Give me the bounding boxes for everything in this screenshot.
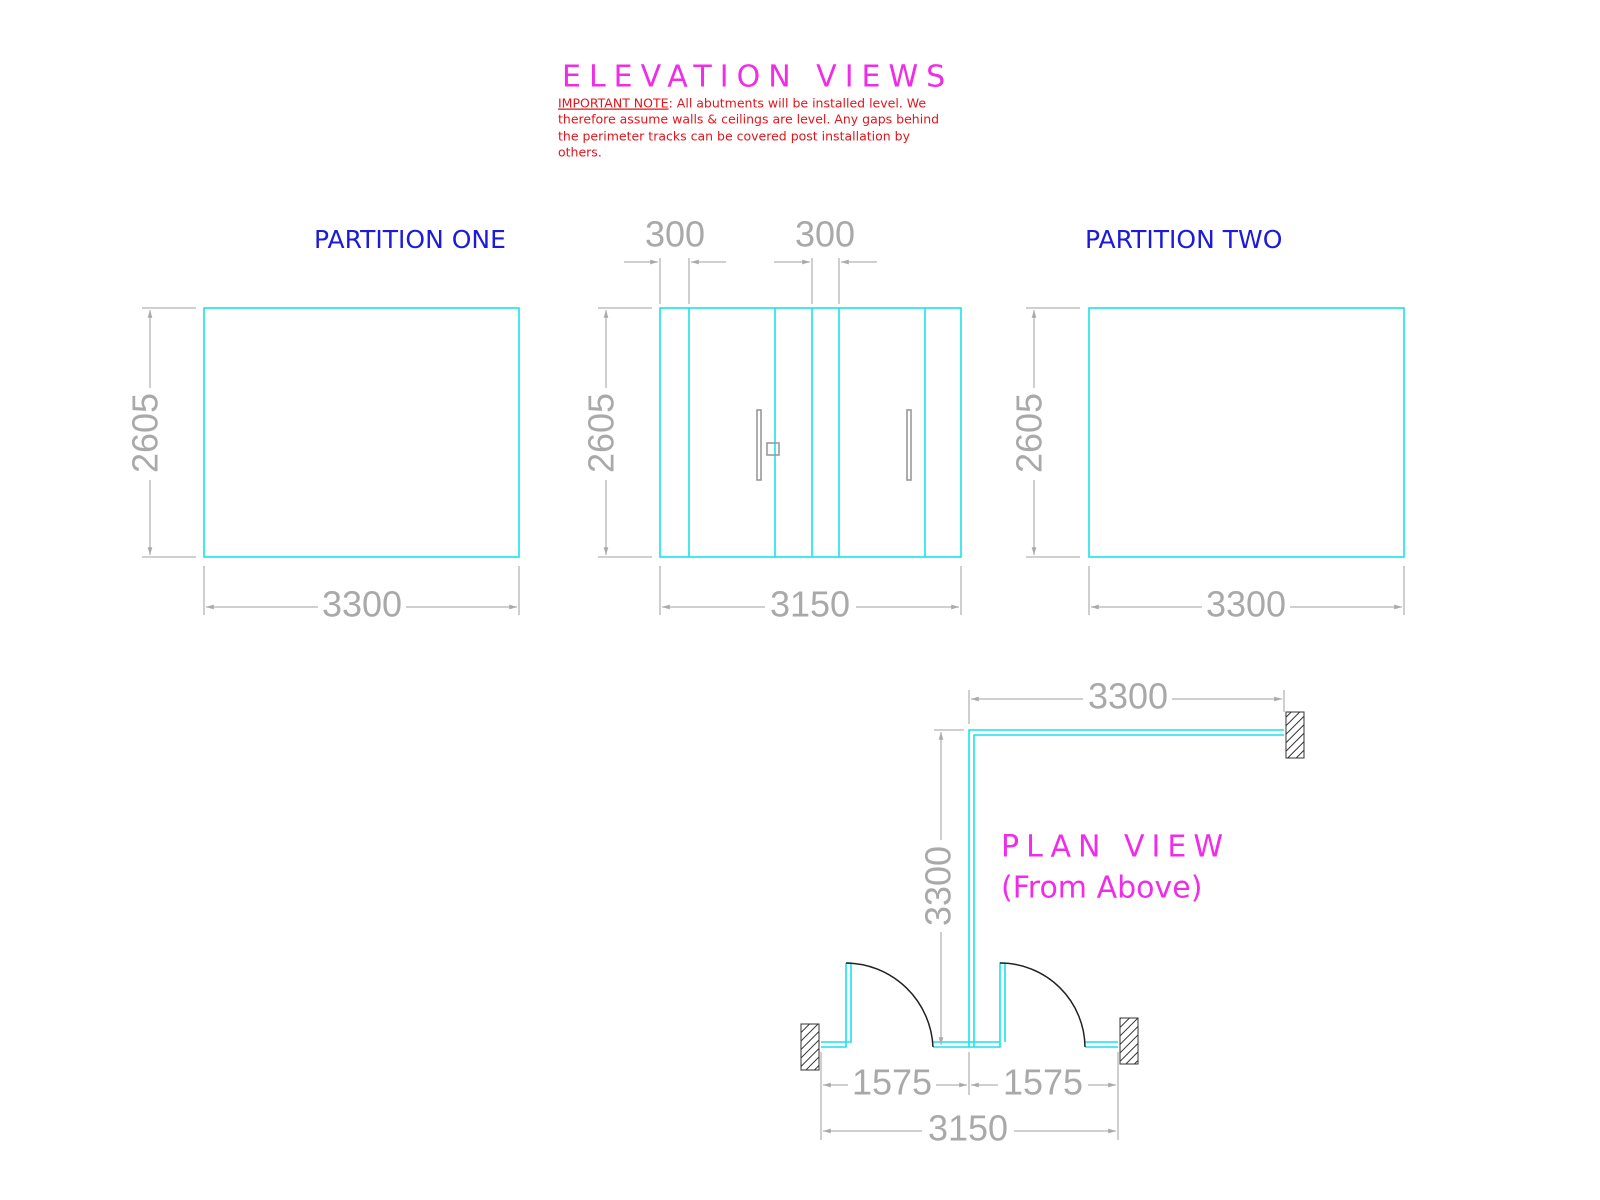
panel-dim: 300 [795,214,855,255]
note-line: others. [558,145,602,160]
width-dim: 3150 [770,584,850,625]
plan-subtitle: (From Above) [1001,871,1202,906]
glass-frame [659,307,962,558]
height-dim: 2605 [1009,393,1050,473]
elevation-one: 2605 3300 [125,307,520,625]
wall-hatch [1119,1017,1139,1065]
door-dim: 1575 [852,1062,932,1103]
wall-hatch [1285,711,1305,759]
partition-label: PARTITION ONE [314,225,506,254]
door-dim: 1575 [1003,1062,1083,1103]
door-handle [906,409,912,481]
elevation-two: 2605 3300 [1009,307,1405,625]
elevation-doors: 300 300 2605 3150 [581,214,962,625]
glass-panel [203,307,520,558]
outline [821,962,852,1048]
panel-dim: 300 [645,214,705,255]
outline [933,962,1118,1048]
plan-view: 3300 3300 1575 1575 3150 PLAN VIEW (From… [800,676,1305,1149]
door-handle [756,409,762,481]
partition-label: PARTITION TWO [1085,225,1282,254]
total-width-dim: 3150 [928,1108,1008,1149]
outline [968,729,1284,1047]
note-label: IMPORTANT NOTE [558,96,669,111]
outline [999,962,1086,1048]
title: ELEVATION VIEWS [562,60,953,95]
height-dim: 2605 [581,393,622,473]
wall-hatch [800,1023,820,1071]
plan-title: PLAN VIEW [1001,830,1230,865]
note-line: the perimeter tracks can be covered post… [558,129,911,144]
width-dim: 3300 [1206,584,1286,625]
note-line: : All abutments will be installed level.… [669,96,927,111]
top-width-dim: 3300 [1088,676,1168,717]
height-dim: 2605 [125,393,166,473]
note-line: therefore assume walls & ceilings are le… [558,112,939,127]
glass-panel [1088,307,1405,558]
width-dim: 3300 [322,584,402,625]
lock [766,442,780,456]
side-dim: 3300 [918,846,959,926]
outline [845,962,934,1048]
